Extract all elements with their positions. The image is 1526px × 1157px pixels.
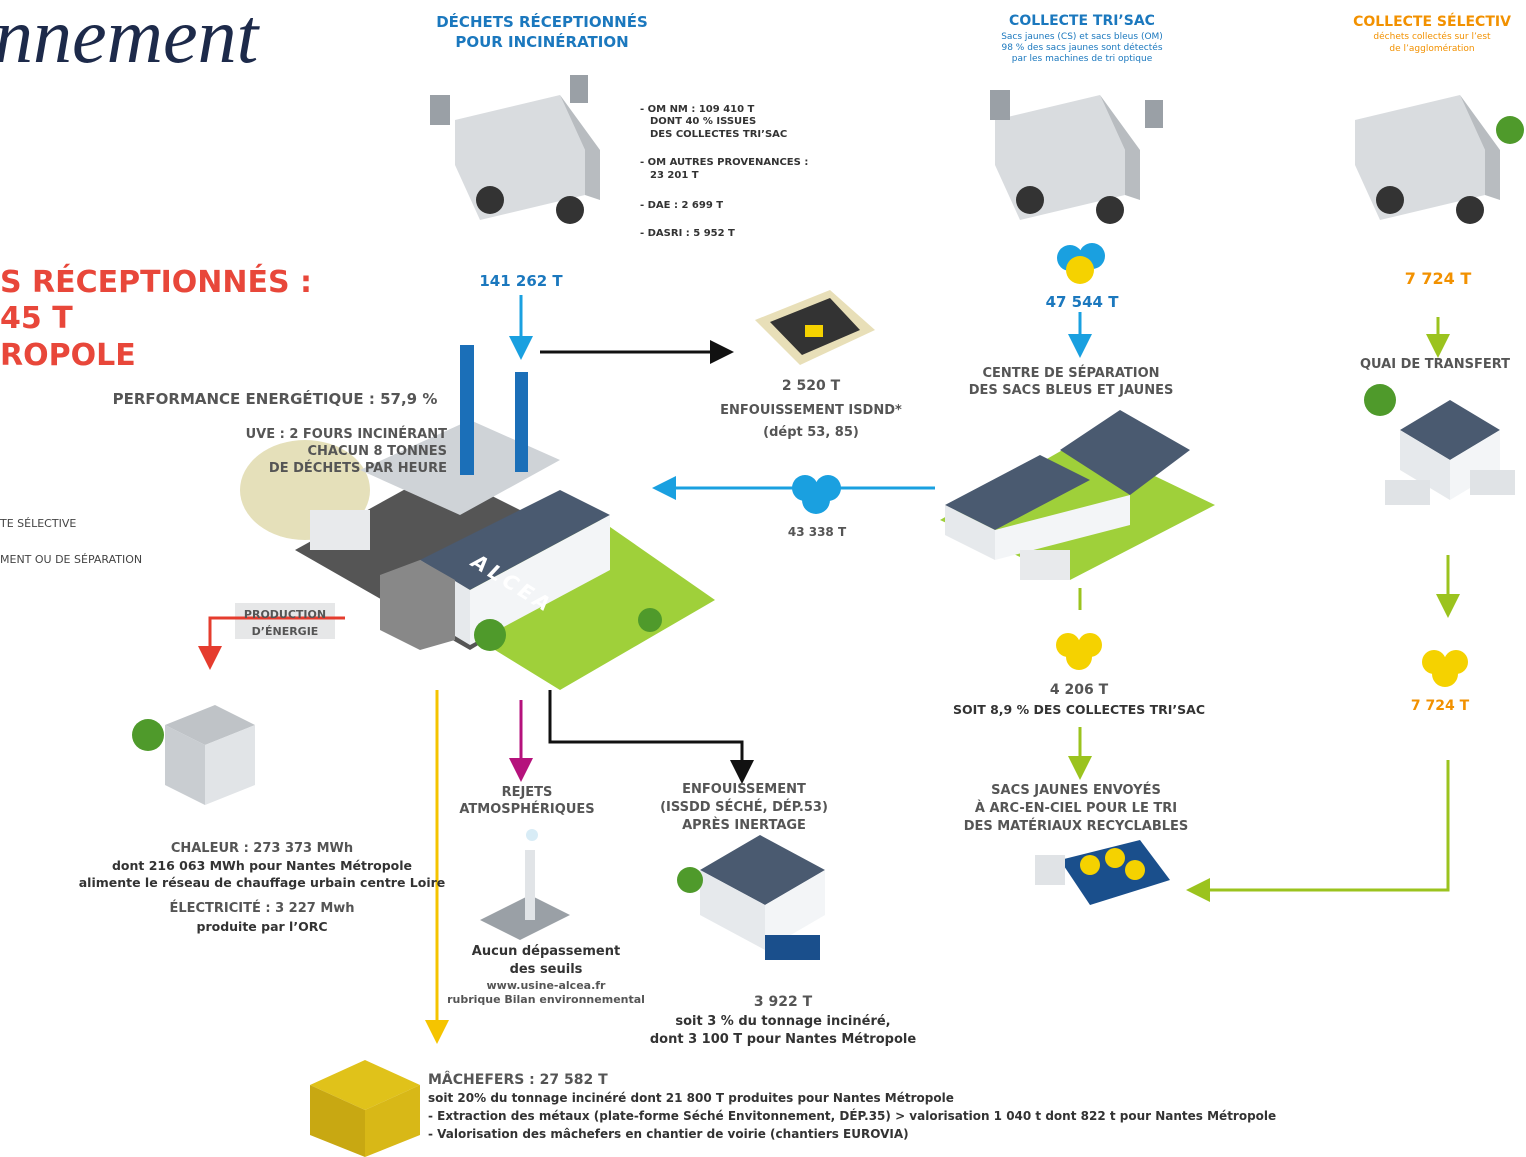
detail-line: - OM AUTRES PROVENANCES : bbox=[640, 157, 808, 168]
plant-description: CHACUN 8 TONNES bbox=[308, 444, 447, 459]
chimney-illustration bbox=[480, 829, 570, 940]
legend-entry: TE SÉLECTIVE bbox=[0, 517, 76, 530]
landfill-illustration bbox=[755, 290, 875, 365]
facility-label: CENTRE DE SÉPARATION bbox=[982, 365, 1159, 381]
truck-illustration bbox=[990, 90, 1163, 224]
energy-label: D’ÉNERGIE bbox=[252, 625, 319, 638]
orc-illustration bbox=[132, 705, 255, 805]
energy-line: produite par l’ORC bbox=[197, 919, 328, 934]
plant-illustration bbox=[240, 345, 715, 690]
emissions-note: rubrique Bilan environnemental bbox=[447, 993, 645, 1006]
headline-line: ROPOLE bbox=[0, 338, 136, 373]
facility-label: DES MATÉRIAUX RECYCLABLES bbox=[964, 818, 1189, 834]
tonnage: 3 922 T bbox=[754, 994, 813, 1010]
subtitle: Sacs jaunes (CS) et sacs bleus (OM) bbox=[1001, 32, 1163, 42]
facility-label: ENFOUISSEMENT bbox=[682, 782, 806, 797]
hazardous-landfill-illustration bbox=[677, 835, 825, 960]
truck-illustration bbox=[430, 75, 600, 224]
facility-label: ATMOSPHÉRIQUES bbox=[459, 801, 594, 817]
facility-label: APRÈS INERTAGE bbox=[682, 817, 806, 833]
tonnage: 43 338 T bbox=[788, 525, 847, 539]
detail-line: - OM NM : 109 410 T bbox=[640, 104, 755, 115]
share: SOIT 8,9 % DES COLLECTES TRI’SAC bbox=[953, 702, 1205, 717]
section-title: COLLECTE TRI’SAC bbox=[1009, 13, 1155, 29]
note-line: dont 3 100 T pour Nantes Métropole bbox=[650, 1032, 916, 1047]
arrow bbox=[198, 616, 345, 670]
yellow-bags bbox=[1056, 633, 1102, 670]
energy-line: alimente le réseau de chauffage urbain c… bbox=[79, 875, 446, 890]
bottom-ash-cube bbox=[310, 1060, 420, 1157]
performance: PERFORMANCE ENERGÉTIQUE : 57,9 % bbox=[113, 389, 438, 408]
arrow bbox=[1186, 760, 1450, 902]
facility-label: DES SACS BLEUS ET JAUNES bbox=[969, 383, 1174, 398]
section-title: DÉCHETS RÉCEPTIONNÉS bbox=[436, 12, 648, 31]
energy-label-box bbox=[235, 603, 335, 639]
plant-description: DE DÉCHETS PAR HEURE bbox=[269, 460, 447, 476]
tonnage: 141 262 T bbox=[479, 272, 563, 290]
bottom-ash-line: - Extraction des métaux (plate-forme Séc… bbox=[428, 1108, 1276, 1123]
transfer-station-illustration bbox=[1364, 384, 1515, 505]
detail-line: DES COLLECTES TRI’SAC bbox=[650, 129, 787, 140]
separation-center-illustration bbox=[940, 410, 1215, 580]
bottom-ash-title: MÂCHEFERS : 27 582 T bbox=[428, 1071, 608, 1088]
detail-line: - DASRI : 5 952 T bbox=[640, 228, 735, 239]
emissions-note: des seuils bbox=[510, 962, 583, 977]
subtitle: 98 % des sacs jaunes sont détectés bbox=[1001, 42, 1162, 53]
truck-illustration bbox=[1355, 95, 1524, 224]
detail-line: DONT 40 % ISSUES bbox=[650, 116, 756, 127]
facility-label: (ISSDD SÉCHÉ, DÉP.53) bbox=[660, 799, 828, 815]
blue-bags bbox=[1057, 243, 1105, 284]
subtitle: par les machines de tri optique bbox=[1012, 54, 1153, 64]
arrow bbox=[548, 690, 754, 784]
facility-label: QUAI DE TRANSFERT bbox=[1360, 357, 1510, 372]
detail-line: - DAE : 2 699 T bbox=[640, 200, 723, 211]
facility-label: À ARC-EN-CIEL POUR LE TRI bbox=[975, 800, 1177, 816]
section-title: POUR INCINÉRATION bbox=[455, 32, 628, 51]
detail-line: 23 201 T bbox=[650, 170, 699, 181]
facility-label: (dépt 53, 85) bbox=[763, 425, 859, 440]
subtitle: déchets collectés sur l’est bbox=[1373, 31, 1491, 42]
recycling-truck-illustration bbox=[1035, 840, 1170, 905]
energy-line: dont 216 063 MWh pour Nantes Métropole bbox=[112, 858, 412, 873]
energy-line: ÉLECTRICITÉ : 3 227 Mwh bbox=[169, 900, 354, 916]
subtitle: de l’agglomération bbox=[1389, 43, 1474, 54]
bottom-ash-line: - Valorisation des mâchefers en chantier… bbox=[428, 1127, 909, 1141]
tonnage: 7 724 T bbox=[1405, 269, 1472, 288]
note-line: soit 3 % du tonnage incinéré, bbox=[675, 1014, 890, 1029]
section-title: COLLECTE SÉLECTIV bbox=[1353, 13, 1511, 30]
yellow-bags bbox=[1422, 650, 1468, 687]
tonnage: 47 544 T bbox=[1046, 293, 1120, 311]
headline-line: 45 T bbox=[0, 301, 73, 336]
emissions-note: Aucun dépassement bbox=[472, 944, 620, 959]
bottom-ash-line: soit 20% du tonnage incinéré dont 21 800… bbox=[428, 1091, 954, 1105]
emissions-note: www.usine-alcea.fr bbox=[487, 979, 607, 992]
facility-label: ENFOUISSEMENT ISDND* bbox=[720, 403, 902, 418]
tonnage: 7 724 T bbox=[1411, 698, 1470, 714]
brand-script: nnement bbox=[0, 0, 261, 79]
blue-bags bbox=[792, 475, 841, 514]
tonnage: 2 520 T bbox=[782, 378, 841, 394]
headline-line: S RÉCEPTIONNÉS : bbox=[0, 264, 312, 300]
legend-entry: MENT OU DE SÉPARATION bbox=[0, 553, 142, 566]
plant-description: UVE : 2 FOURS INCINÉRANT bbox=[246, 426, 448, 442]
facility-label: SACS JAUNES ENVOYÉS bbox=[991, 782, 1161, 798]
facility-label: REJETS bbox=[502, 785, 553, 800]
energy-line: CHALEUR : 273 373 MWh bbox=[171, 841, 353, 856]
tonnage: 4 206 T bbox=[1050, 682, 1109, 698]
energy-label: PRODUCTION bbox=[244, 608, 326, 621]
